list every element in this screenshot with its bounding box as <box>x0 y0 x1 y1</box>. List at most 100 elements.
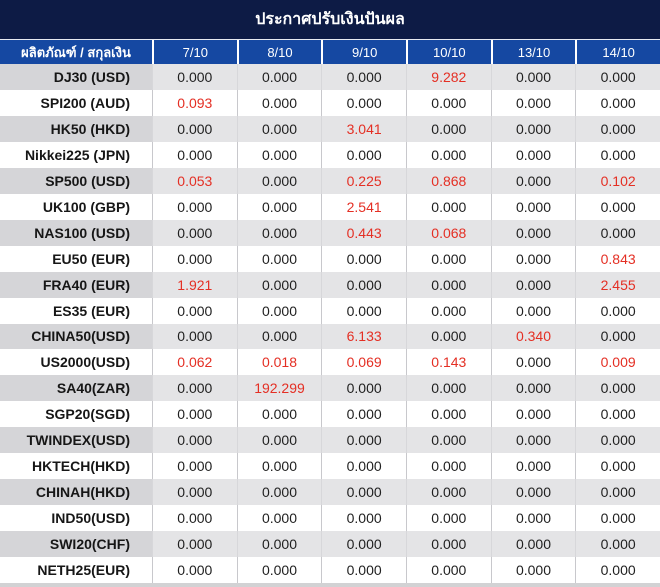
dividend-value: 0.000 <box>405 427 491 454</box>
dividend-value: 0.000 <box>490 89 576 116</box>
product-name: Nikkei225 (JPN) <box>24 146 130 163</box>
table-row: NAS100 (USD) 0.000 0.000 0.443 0.068 0.000 0.… <box>0 219 660 246</box>
dividend-value: 0.000 <box>321 141 406 168</box>
column-header-date: 14/10 <box>575 40 660 64</box>
column-header-date: 10/10 <box>405 40 491 64</box>
dividend-value: 0.000 <box>490 297 576 324</box>
dividend-value: 0.000 <box>236 167 322 194</box>
dividend-value: 0.000 <box>490 557 576 583</box>
dividend-value: 0.000 <box>490 193 576 220</box>
dividend-value: 0.000 <box>321 453 406 480</box>
table-row: CHINA50(USD) 0.000 0.000 6.133 0.000 0.340 0.… <box>0 323 660 350</box>
dividend-value: 0.000 <box>405 115 491 142</box>
dividend-value: 0.009 <box>575 349 660 376</box>
dividend-value: 0.000 <box>236 89 322 116</box>
table-row: IND50(USD) 0.000 0.000 0.000 0.000 0.000 0.00… <box>0 505 660 532</box>
table-row: SPI200 (AUD) 0.093 0.000 0.000 0.000 0.000 0.… <box>0 89 660 116</box>
dividend-value: 0.000 <box>321 297 406 324</box>
product-name: EU50 (EUR) <box>52 250 130 267</box>
title-bar: ประกาศปรับเงินปันผล <box>0 0 660 40</box>
dividend-value: 0.000 <box>236 531 322 558</box>
dividend-value: 0.443 <box>321 219 406 246</box>
dividend-value: 0.000 <box>236 219 322 246</box>
dividend-value: 0.000 <box>236 323 322 350</box>
table-row: SGP20(SGD) 0.000 0.000 0.000 0.000 0.000 0.00… <box>0 401 660 428</box>
dividend-value: 0.000 <box>152 323 237 350</box>
dividend-value: 0.000 <box>236 297 322 324</box>
dividend-value: 0.062 <box>152 349 237 376</box>
dividend-value: 0.000 <box>152 193 237 220</box>
product-name: SP500 (USD) <box>0 167 152 194</box>
dividend-value: 0.102 <box>575 167 660 194</box>
dividend-value: 0.000 <box>405 193 491 220</box>
dividend-value: 0.000 <box>490 401 576 428</box>
dividend-value: 0.000 <box>152 245 237 272</box>
dividend-value: 0.000 <box>152 297 237 324</box>
dividend-value: 0.000 <box>152 557 237 583</box>
table-row: SP500 (USD) 0.053 0.000 0.225 0.868 0.000 0.1… <box>0 167 660 194</box>
dividend-value: 0.000 <box>575 64 660 90</box>
dividend-value: 0.000 <box>490 219 576 246</box>
dividend-value: 9.282 <box>405 64 491 90</box>
table-row: HKTECH(HKD) 0.000 0.000 0.000 0.000 0.000 0.0… <box>0 453 660 480</box>
dividend-value: 0.000 <box>490 141 576 168</box>
dividend-value: 0.000 <box>236 115 322 142</box>
dividend-value: 0.000 <box>575 427 660 454</box>
dividend-value: 0.000 <box>152 115 237 142</box>
dividend-value: 0.000 <box>152 505 237 532</box>
column-header-date: 9/10 <box>321 40 406 64</box>
dividend-value: 0.000 <box>490 479 576 506</box>
dividend-value: 0.000 <box>321 505 406 532</box>
dividend-value: 0.093 <box>152 89 237 116</box>
dividend-value: 0.000 <box>321 479 406 506</box>
product-name: NAS100 (USD) <box>0 219 152 246</box>
dividend-value: 0.000 <box>575 401 660 428</box>
product-name: FRA40 (EUR) <box>0 271 152 298</box>
dividend-value: 0.000 <box>490 115 576 142</box>
dividend-value: 0.000 <box>321 245 406 272</box>
dividend-value: 0.000 <box>152 479 237 506</box>
table-row: ES35 (EUR) 0.000 0.000 0.000 0.000 0.000 0.00… <box>0 297 660 324</box>
dividend-value: 0.000 <box>490 505 576 532</box>
column-header-date: 7/10 <box>152 40 237 64</box>
table-row: DJ30 (USD) 0.000 0.000 0.000 9.282 0.000 0.00… <box>0 64 660 90</box>
dividend-value: 0.000 <box>490 531 576 558</box>
product-name: SWI20(CHF) <box>0 531 152 558</box>
dividend-value: 0.000 <box>236 479 322 506</box>
product-name: US2000(USD) <box>40 354 130 371</box>
dividend-value: 2.455 <box>575 271 660 298</box>
dividend-value: 0.000 <box>152 64 237 90</box>
dividend-value: 0.340 <box>490 323 576 350</box>
dividend-value: 0.000 <box>321 557 406 583</box>
dividend-value: 0.000 <box>405 401 491 428</box>
dividend-value: 0.000 <box>152 375 237 402</box>
dividend-value: 0.000 <box>152 427 237 454</box>
dividend-value: 0.000 <box>490 167 576 194</box>
dividend-value: 0.000 <box>321 64 406 90</box>
dividend-value: 0.000 <box>236 64 322 90</box>
column-header-product-currency: ผลิตภัณฑ์ / สกุลเงิน <box>21 44 131 60</box>
page-title: ประกาศปรับเงินปันผล <box>255 11 405 28</box>
dividend-value: 6.133 <box>321 323 406 350</box>
dividend-value: 0.000 <box>152 401 237 428</box>
dividend-value: 0.000 <box>236 453 322 480</box>
dividend-value: 0.000 <box>405 323 491 350</box>
table-bottom-edge <box>0 583 660 586</box>
dividend-value: 0.000 <box>490 271 576 298</box>
table-header-row: ผลิตภัณฑ์ / สกุลเงิน 7/10 8/10 9/10 10/10 13… <box>0 40 660 64</box>
dividend-value: 0.000 <box>405 297 491 324</box>
dividend-value: 192.299 <box>236 375 322 402</box>
dividend-value: 0.000 <box>405 479 491 506</box>
product-name: IND50(USD) <box>51 510 130 527</box>
table-row: EU50 (EUR) 0.000 0.000 0.000 0.000 0.000 0.84… <box>0 245 660 272</box>
product-name: DJ30 (USD) <box>0 64 152 90</box>
dividend-value: 0.000 <box>236 193 322 220</box>
dividend-value: 0.068 <box>405 219 491 246</box>
dividend-value: 0.000 <box>575 323 660 350</box>
dividend-value: 0.000 <box>575 219 660 246</box>
dividend-value: 0.000 <box>321 89 406 116</box>
dividend-value: 0.000 <box>236 557 322 583</box>
dividend-value: 0.000 <box>575 453 660 480</box>
dividend-value: 0.000 <box>152 141 237 168</box>
table-row: US2000(USD) 0.062 0.018 0.069 0.143 0.000 0.0… <box>0 349 660 376</box>
